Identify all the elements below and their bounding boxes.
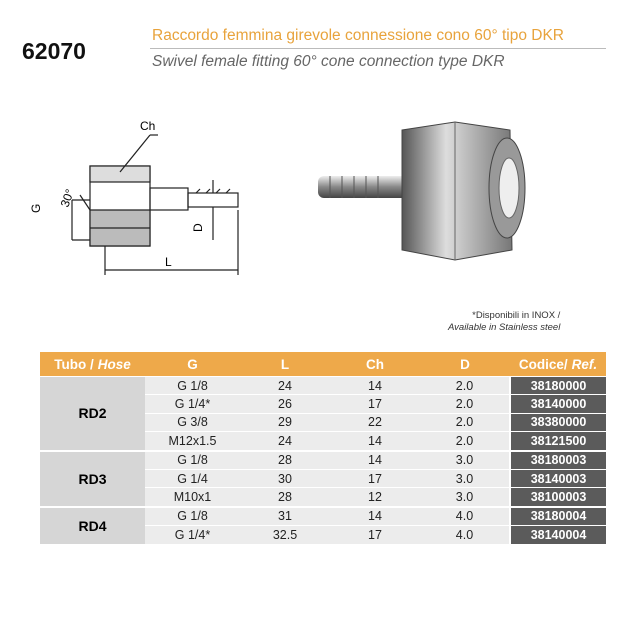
data-cell: G 1/8	[145, 376, 240, 396]
rule	[150, 48, 606, 49]
code-cell: 38380000	[509, 413, 606, 433]
code-cell: 38180003	[509, 450, 606, 470]
data-cell: 2.0	[420, 413, 510, 433]
header-cell: G	[145, 352, 240, 377]
code-cell: 38140004	[509, 525, 606, 546]
hose-cell: RD4	[40, 506, 145, 546]
label-d: D	[191, 223, 205, 232]
header-row: Tubo / Hose G L Ch D Codice/Ref.	[40, 352, 606, 377]
table-body: RD2 G 1/8 24 14 2.0 38180000 G 1/4* 26 17 2.0 3814…	[40, 376, 606, 546]
code-cell: 38140003	[509, 469, 606, 489]
code-cell: 38180004	[509, 506, 606, 527]
table-row: RD2 G 1/8 24 14 2.0 38180000	[40, 376, 606, 452]
data-cell: G 1/4	[145, 469, 240, 489]
data-cell: 22	[330, 413, 420, 433]
data-cell: 14	[330, 431, 420, 452]
illustrations: Ch G 30° D L	[29, 119, 526, 275]
data-cell: 14	[330, 376, 420, 396]
header-text: Hose	[97, 356, 131, 372]
product-table: Tubo / Hose G L Ch D Codice/Ref. RD2 G 1/8 24 14 2.…	[40, 352, 606, 546]
table-row: RD3 G 1/8 28 14 3.0 38180003	[40, 450, 606, 508]
data-cell: 28	[240, 487, 330, 508]
data-cell: 14	[330, 506, 420, 527]
data-cell: 31	[240, 506, 330, 527]
data-cell: G 1/4*	[145, 394, 240, 414]
data-cell: 28	[240, 450, 330, 470]
table-row: G 1/4* 32.5 17 4.0 38140004	[40, 525, 606, 546]
code-cell: 38180000	[509, 376, 606, 396]
data-cell: 17	[330, 525, 420, 546]
hose-cell: RD2	[40, 376, 145, 452]
code-cell: 38100003	[509, 487, 606, 508]
technical-drawing	[71, 134, 239, 275]
data-cell: 14	[330, 450, 420, 470]
data-cell: 3.0	[420, 469, 510, 489]
header-cell: L	[240, 352, 330, 377]
header-text: G	[187, 356, 198, 372]
table-row: M12x1.5 24 14 2.0 38121500	[40, 431, 606, 452]
data-cell: 3.0	[420, 487, 510, 508]
header-cell: D	[420, 352, 510, 377]
header-text: L	[280, 356, 290, 372]
header-text: D	[460, 356, 470, 372]
header-text: Ref.	[571, 356, 598, 372]
product-code: 62070	[22, 38, 86, 64]
note-en: Available in Stainless steel	[448, 322, 561, 333]
table-row: M10x1 28 12 3.0 38100003	[40, 487, 606, 508]
data-cell: G 1/8	[145, 450, 240, 470]
data-cell: 17	[330, 469, 420, 489]
data-cell: 24	[240, 431, 330, 452]
data-cell: 26	[240, 394, 330, 414]
header-cell: Codice/Ref.	[510, 352, 606, 377]
data-cell: 4.0	[420, 525, 510, 546]
data-cell: 17	[330, 394, 420, 414]
data-cell: 3.0	[420, 450, 510, 470]
table-row: G 3/8 29 22 2.0 38380000	[40, 413, 606, 433]
data-cell: 2.0	[420, 376, 510, 396]
data-cell: G 1/4*	[145, 525, 240, 546]
product-photo	[318, 121, 526, 261]
label-g: G	[29, 204, 43, 213]
label-ch: Ch	[140, 119, 155, 133]
data-cell: 2.0	[420, 394, 510, 414]
header-text: Codice/	[518, 356, 568, 372]
data-cell: G 1/8	[145, 506, 240, 527]
data-cell: 32.5	[240, 525, 330, 546]
label-l: L	[165, 255, 172, 269]
data-cell: M10x1	[145, 487, 240, 508]
hose-cell: RD3	[40, 450, 145, 508]
note-it: *Disponibili in INOX /	[472, 310, 561, 321]
data-cell: 4.0	[420, 506, 510, 527]
table-row: G 1/4 30 17 3.0 38140003	[40, 469, 606, 489]
data-cell: 2.0	[420, 431, 510, 452]
title-it: Raccordo femmina girevole connessione co…	[152, 27, 564, 44]
header-cell: Tubo / Hose	[40, 352, 145, 377]
header-text: Tubo /	[54, 356, 94, 372]
code-cell: 38140000	[509, 394, 606, 414]
label-angle: 30°	[58, 187, 77, 209]
header-cell: Ch	[330, 352, 420, 377]
code-cell: 38121500	[509, 431, 606, 452]
data-cell: G 3/8	[145, 413, 240, 433]
data-cell: M12x1.5	[145, 431, 240, 452]
table-row: RD4 G 1/8 31 14 4.0 38180004	[40, 506, 606, 546]
note: *Disponibili in INOX / Available in Stain…	[448, 310, 560, 334]
table-row: G 1/4* 26 17 2.0 38140000	[40, 394, 606, 414]
title-en: Swivel female fitting 60° cone connectio…	[152, 53, 505, 70]
header-text: Ch	[366, 356, 384, 372]
data-cell: 29	[240, 413, 330, 433]
data-cell: 12	[330, 487, 420, 508]
data-cell: 24	[240, 376, 330, 396]
data-cell: 30	[240, 469, 330, 489]
